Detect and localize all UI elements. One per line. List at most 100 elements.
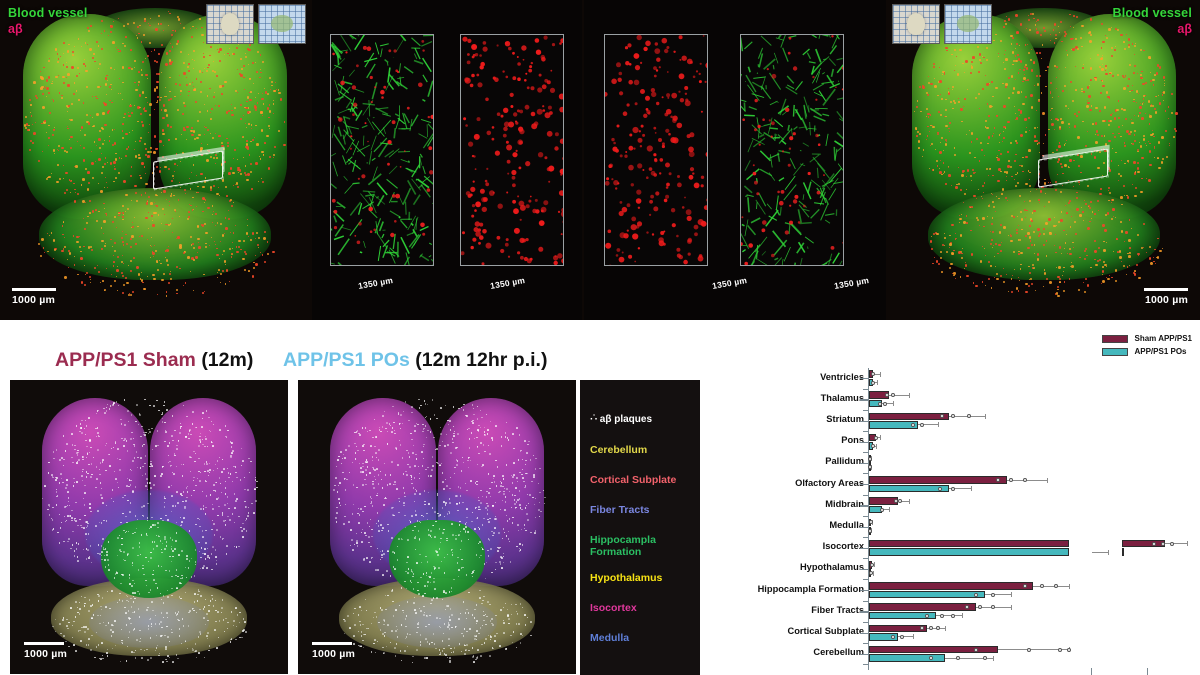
data-point <box>1040 584 1045 589</box>
error-cap <box>962 613 964 619</box>
x-axis-tick <box>1147 668 1149 675</box>
axis-minor-tick <box>863 430 868 433</box>
data-point <box>878 401 883 406</box>
axis-minor-tick <box>863 579 868 581</box>
brain-render-right <box>910 8 1178 308</box>
error-cap <box>1046 477 1048 483</box>
legend-swatch <box>1102 334 1129 343</box>
x-axis-tick <box>1091 668 1093 675</box>
chart-category-label: Hypothalamus <box>799 562 864 573</box>
panel-whole-brain-right: Blood vessel aβ 1000 µm <box>888 0 1200 320</box>
bar-pos <box>869 484 949 493</box>
chart-row: Cerebellum <box>700 644 1200 666</box>
legend-label: APP/PS1 POs <box>1134 347 1187 356</box>
chart-category-label: Hippocampla Formation <box>757 583 864 594</box>
scalebar-label: 1000 µm <box>1144 294 1188 306</box>
chart-row: Midbrain <box>700 495 1200 517</box>
axis-minor-tick <box>863 600 868 602</box>
bar-sham-broken <box>1122 539 1165 548</box>
chart-legend: Sham APP/PS1 APP/PS1 POs <box>1102 334 1192 360</box>
axis-tick <box>860 547 868 549</box>
legend-item-plaques: ·˙· aβ plaques <box>590 414 652 425</box>
bar-sham <box>869 539 1069 548</box>
title-pos-group: APP/PS1 POs <box>283 349 410 371</box>
bar-pos-broken <box>1122 548 1124 556</box>
chart-row: Cortical Subplate <box>700 622 1200 645</box>
specimen-blob <box>956 14 980 33</box>
chart-row: Thalamus <box>700 389 1200 411</box>
chart-row: Hippocampla Formation <box>700 580 1200 602</box>
hippocampal-formation-region <box>101 520 197 598</box>
axis-minor-tick <box>863 515 868 517</box>
error-bar <box>897 636 914 638</box>
chart-row: Olfactory Areas <box>700 474 1200 496</box>
axis-tick <box>860 484 868 486</box>
error-cap <box>1011 592 1013 597</box>
volume-scalebar-label: 1350 µm <box>489 275 526 291</box>
data-point <box>868 456 873 461</box>
bar-pos <box>869 548 1069 556</box>
segmented-brain-render-b <box>327 394 547 664</box>
bar-sham <box>869 582 1034 590</box>
title-sham-group: APP/PS1 Sham <box>55 349 196 371</box>
data-point <box>938 486 943 491</box>
axis-minor-tick <box>863 452 868 454</box>
scalebar-segmented-b: 1000 µm <box>312 641 355 660</box>
error-cap <box>877 380 879 385</box>
axis-minor-tick <box>863 642 868 645</box>
inset-photo-fluorescent-brain <box>258 4 306 44</box>
bar-pos <box>869 420 918 429</box>
chart-row: Hypothalamus <box>700 559 1200 581</box>
segmented-titles: APP/PS1 Sham (12m) APP/PS1 POs (12m 12hr… <box>0 345 700 379</box>
error-bar <box>897 500 909 502</box>
cerebellum-region <box>39 188 271 280</box>
axis-tick <box>860 526 868 528</box>
bar-pos <box>869 590 985 599</box>
panel-volumes-right-pair: 1350 µm 1350 µm <box>584 0 886 320</box>
scalebar-label: 1000 µm <box>24 648 68 660</box>
axis-tick <box>860 420 868 422</box>
error-bar <box>882 403 894 405</box>
scalebar-rule <box>312 641 352 645</box>
error-cap <box>1186 541 1188 547</box>
chart-category-label: Isocortex <box>822 541 864 552</box>
chart-category-label: Olfactory Areas <box>795 477 864 488</box>
data-point <box>884 393 889 398</box>
error-bar <box>1006 479 1047 481</box>
error-bar <box>873 373 881 375</box>
hemisphere-left <box>912 14 1040 219</box>
error-cap <box>971 486 973 491</box>
data-point <box>1009 478 1014 483</box>
data-point <box>1022 478 1027 483</box>
axis-tick <box>860 505 868 507</box>
data-point <box>867 465 872 470</box>
data-point <box>898 499 903 504</box>
volume-side-face <box>707 34 708 264</box>
error-cap <box>944 625 946 631</box>
bar-sham <box>869 624 927 633</box>
axis-tick <box>860 462 868 465</box>
data-point <box>1067 647 1071 652</box>
chart-row: Pons <box>700 432 1200 454</box>
error-cap <box>1108 549 1110 555</box>
data-point <box>973 647 978 652</box>
inset-photo-cleared-brain <box>206 4 254 44</box>
label-blood-vessel-right: Blood vessel <box>1112 6 1192 20</box>
error-cap <box>913 634 915 640</box>
data-point <box>951 486 956 491</box>
data-point <box>924 613 929 618</box>
legend-item-isocortex: Isocortex <box>590 602 637 614</box>
error-bar <box>875 437 881 439</box>
chart-row: Ventricles <box>700 368 1200 390</box>
data-point <box>891 634 896 639</box>
error-bar <box>889 394 909 396</box>
legend-item-medulla: Medulla <box>590 632 630 644</box>
legend-item-cerebellum: Cerebellum <box>590 444 648 456</box>
error-bar <box>984 594 1012 596</box>
chart-category-label: Midbrain <box>825 498 864 509</box>
error-cap <box>876 443 878 449</box>
data-point <box>911 422 916 427</box>
error-bar <box>926 627 945 630</box>
chart-category-label: Cerebellum <box>813 647 864 658</box>
hippocampal-formation-region <box>389 520 485 598</box>
